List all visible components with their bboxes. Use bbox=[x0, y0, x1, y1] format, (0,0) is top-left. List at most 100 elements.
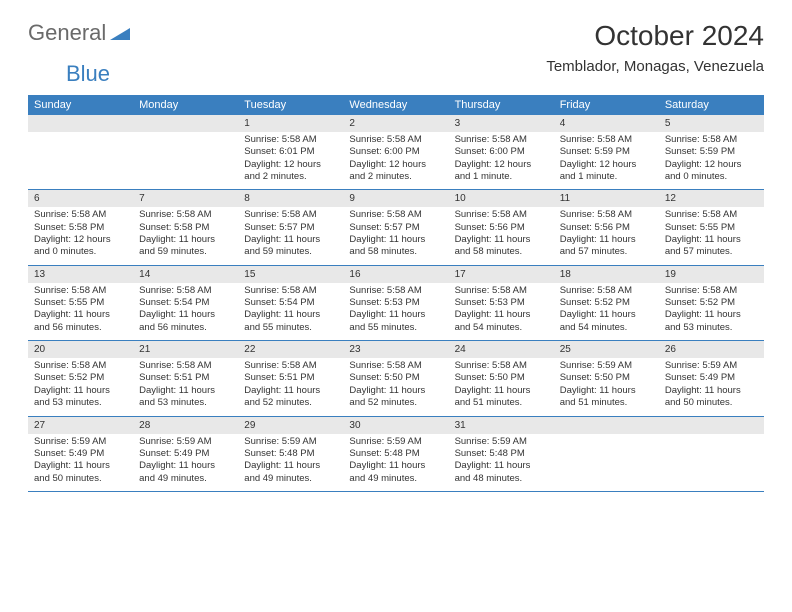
cell-body: Sunrise: 5:58 AMSunset: 5:58 PMDaylight:… bbox=[28, 207, 133, 264]
cell-body: Sunrise: 5:58 AMSunset: 5:57 PMDaylight:… bbox=[238, 207, 343, 264]
calendar-week: 6Sunrise: 5:58 AMSunset: 5:58 PMDaylight… bbox=[28, 190, 764, 265]
day-number: 12 bbox=[659, 190, 764, 207]
brand-part2-wrap: Blue bbox=[66, 61, 792, 87]
cell-body: Sunrise: 5:58 AMSunset: 6:00 PMDaylight:… bbox=[449, 132, 554, 189]
day-number: 6 bbox=[28, 190, 133, 207]
cell-body: Sunrise: 5:58 AMSunset: 5:55 PMDaylight:… bbox=[28, 283, 133, 340]
calendar-cell: 21Sunrise: 5:58 AMSunset: 5:51 PMDayligh… bbox=[133, 341, 238, 416]
cell-body: Sunrise: 5:59 AMSunset: 5:48 PMDaylight:… bbox=[238, 434, 343, 491]
sunset-text: Sunset: 5:50 PM bbox=[349, 372, 442, 384]
calendar-cell: 3Sunrise: 5:58 AMSunset: 6:00 PMDaylight… bbox=[449, 115, 554, 190]
sunrise-text: Sunrise: 5:59 AM bbox=[455, 436, 548, 448]
sunrise-text: Sunrise: 5:58 AM bbox=[349, 285, 442, 297]
calendar-cell: 6Sunrise: 5:58 AMSunset: 5:58 PMDaylight… bbox=[28, 190, 133, 265]
day-header: Friday bbox=[554, 95, 659, 115]
sunset-text: Sunset: 5:58 PM bbox=[139, 222, 232, 234]
calendar-body: 1Sunrise: 5:58 AMSunset: 6:01 PMDaylight… bbox=[28, 115, 764, 491]
cell-body: Sunrise: 5:58 AMSunset: 6:00 PMDaylight:… bbox=[343, 132, 448, 189]
brand-part1: General bbox=[28, 20, 106, 46]
sunset-text: Sunset: 5:58 PM bbox=[34, 222, 127, 234]
cell-body: Sunrise: 5:59 AMSunset: 5:49 PMDaylight:… bbox=[28, 434, 133, 491]
daylight-text: Daylight: 11 hours and 55 minutes. bbox=[349, 309, 442, 334]
daylight-text: Daylight: 11 hours and 59 minutes. bbox=[139, 234, 232, 259]
sunset-text: Sunset: 5:59 PM bbox=[560, 146, 653, 158]
calendar-cell: 7Sunrise: 5:58 AMSunset: 5:58 PMDaylight… bbox=[133, 190, 238, 265]
daylight-text: Daylight: 11 hours and 55 minutes. bbox=[244, 309, 337, 334]
sunrise-text: Sunrise: 5:59 AM bbox=[665, 360, 758, 372]
sunrise-text: Sunrise: 5:58 AM bbox=[455, 360, 548, 372]
daylight-text: Daylight: 11 hours and 53 minutes. bbox=[34, 385, 127, 410]
daylight-text: Daylight: 11 hours and 50 minutes. bbox=[34, 460, 127, 485]
daylight-text: Daylight: 12 hours and 2 minutes. bbox=[349, 159, 442, 184]
day-header: Saturday bbox=[659, 95, 764, 115]
daylight-text: Daylight: 12 hours and 2 minutes. bbox=[244, 159, 337, 184]
calendar-cell: 5Sunrise: 5:58 AMSunset: 5:59 PMDaylight… bbox=[659, 115, 764, 190]
calendar-cell bbox=[659, 416, 764, 491]
day-number: 22 bbox=[238, 341, 343, 358]
sunrise-text: Sunrise: 5:58 AM bbox=[455, 134, 548, 146]
day-number: 1 bbox=[238, 115, 343, 132]
sunset-text: Sunset: 5:53 PM bbox=[455, 297, 548, 309]
day-number: 14 bbox=[133, 266, 238, 283]
cell-body: Sunrise: 5:58 AMSunset: 5:52 PMDaylight:… bbox=[554, 283, 659, 340]
calendar-cell: 15Sunrise: 5:58 AMSunset: 5:54 PMDayligh… bbox=[238, 265, 343, 340]
calendar-cell: 22Sunrise: 5:58 AMSunset: 5:51 PMDayligh… bbox=[238, 341, 343, 416]
day-header: Tuesday bbox=[238, 95, 343, 115]
daylight-text: Daylight: 11 hours and 51 minutes. bbox=[560, 385, 653, 410]
calendar-cell bbox=[554, 416, 659, 491]
cell-body: Sunrise: 5:58 AMSunset: 5:53 PMDaylight:… bbox=[449, 283, 554, 340]
calendar-cell: 26Sunrise: 5:59 AMSunset: 5:49 PMDayligh… bbox=[659, 341, 764, 416]
sunrise-text: Sunrise: 5:58 AM bbox=[349, 209, 442, 221]
sunrise-text: Sunrise: 5:58 AM bbox=[139, 285, 232, 297]
day-number: 25 bbox=[554, 341, 659, 358]
cell-body: Sunrise: 5:58 AMSunset: 5:50 PMDaylight:… bbox=[343, 358, 448, 415]
sunrise-text: Sunrise: 5:58 AM bbox=[139, 360, 232, 372]
calendar-week: 1Sunrise: 5:58 AMSunset: 6:01 PMDaylight… bbox=[28, 115, 764, 190]
sunset-text: Sunset: 5:56 PM bbox=[455, 222, 548, 234]
daylight-text: Daylight: 11 hours and 52 minutes. bbox=[244, 385, 337, 410]
daylight-text: Daylight: 11 hours and 57 minutes. bbox=[665, 234, 758, 259]
daylight-text: Daylight: 11 hours and 56 minutes. bbox=[34, 309, 127, 334]
calendar-cell bbox=[28, 115, 133, 190]
daylight-text: Daylight: 11 hours and 53 minutes. bbox=[665, 309, 758, 334]
sunrise-text: Sunrise: 5:58 AM bbox=[349, 134, 442, 146]
calendar-table: SundayMondayTuesdayWednesdayThursdayFrid… bbox=[28, 95, 764, 492]
sunrise-text: Sunrise: 5:58 AM bbox=[34, 285, 127, 297]
cell-body: Sunrise: 5:58 AMSunset: 5:51 PMDaylight:… bbox=[133, 358, 238, 415]
sunrise-text: Sunrise: 5:58 AM bbox=[455, 285, 548, 297]
sunrise-text: Sunrise: 5:58 AM bbox=[244, 285, 337, 297]
calendar-cell: 25Sunrise: 5:59 AMSunset: 5:50 PMDayligh… bbox=[554, 341, 659, 416]
day-number: 29 bbox=[238, 417, 343, 434]
cell-body: Sunrise: 5:58 AMSunset: 5:52 PMDaylight:… bbox=[659, 283, 764, 340]
sunset-text: Sunset: 5:57 PM bbox=[244, 222, 337, 234]
day-number: 3 bbox=[449, 115, 554, 132]
day-number: 7 bbox=[133, 190, 238, 207]
sunrise-text: Sunrise: 5:58 AM bbox=[665, 209, 758, 221]
calendar-cell bbox=[133, 115, 238, 190]
day-number: 23 bbox=[343, 341, 448, 358]
daylight-text: Daylight: 12 hours and 1 minute. bbox=[560, 159, 653, 184]
sunset-text: Sunset: 5:56 PM bbox=[560, 222, 653, 234]
sunrise-text: Sunrise: 5:59 AM bbox=[139, 436, 232, 448]
daylight-text: Daylight: 11 hours and 56 minutes. bbox=[139, 309, 232, 334]
daynum-bar bbox=[554, 417, 659, 434]
daylight-text: Daylight: 12 hours and 1 minute. bbox=[455, 159, 548, 184]
daylight-text: Daylight: 11 hours and 49 minutes. bbox=[244, 460, 337, 485]
sunrise-text: Sunrise: 5:58 AM bbox=[244, 134, 337, 146]
day-number: 16 bbox=[343, 266, 448, 283]
day-number: 31 bbox=[449, 417, 554, 434]
calendar-cell: 4Sunrise: 5:58 AMSunset: 5:59 PMDaylight… bbox=[554, 115, 659, 190]
daynum-bar bbox=[28, 115, 133, 132]
sunrise-text: Sunrise: 5:58 AM bbox=[560, 134, 653, 146]
calendar-cell: 8Sunrise: 5:58 AMSunset: 5:57 PMDaylight… bbox=[238, 190, 343, 265]
calendar-cell: 13Sunrise: 5:58 AMSunset: 5:55 PMDayligh… bbox=[28, 265, 133, 340]
calendar-week: 13Sunrise: 5:58 AMSunset: 5:55 PMDayligh… bbox=[28, 265, 764, 340]
sunset-text: Sunset: 5:50 PM bbox=[560, 372, 653, 384]
day-header: Wednesday bbox=[343, 95, 448, 115]
calendar-cell: 28Sunrise: 5:59 AMSunset: 5:49 PMDayligh… bbox=[133, 416, 238, 491]
sunset-text: Sunset: 6:01 PM bbox=[244, 146, 337, 158]
sunset-text: Sunset: 5:57 PM bbox=[349, 222, 442, 234]
cell-body: Sunrise: 5:59 AMSunset: 5:48 PMDaylight:… bbox=[449, 434, 554, 491]
daylight-text: Daylight: 11 hours and 58 minutes. bbox=[349, 234, 442, 259]
daylight-text: Daylight: 11 hours and 50 minutes. bbox=[665, 385, 758, 410]
